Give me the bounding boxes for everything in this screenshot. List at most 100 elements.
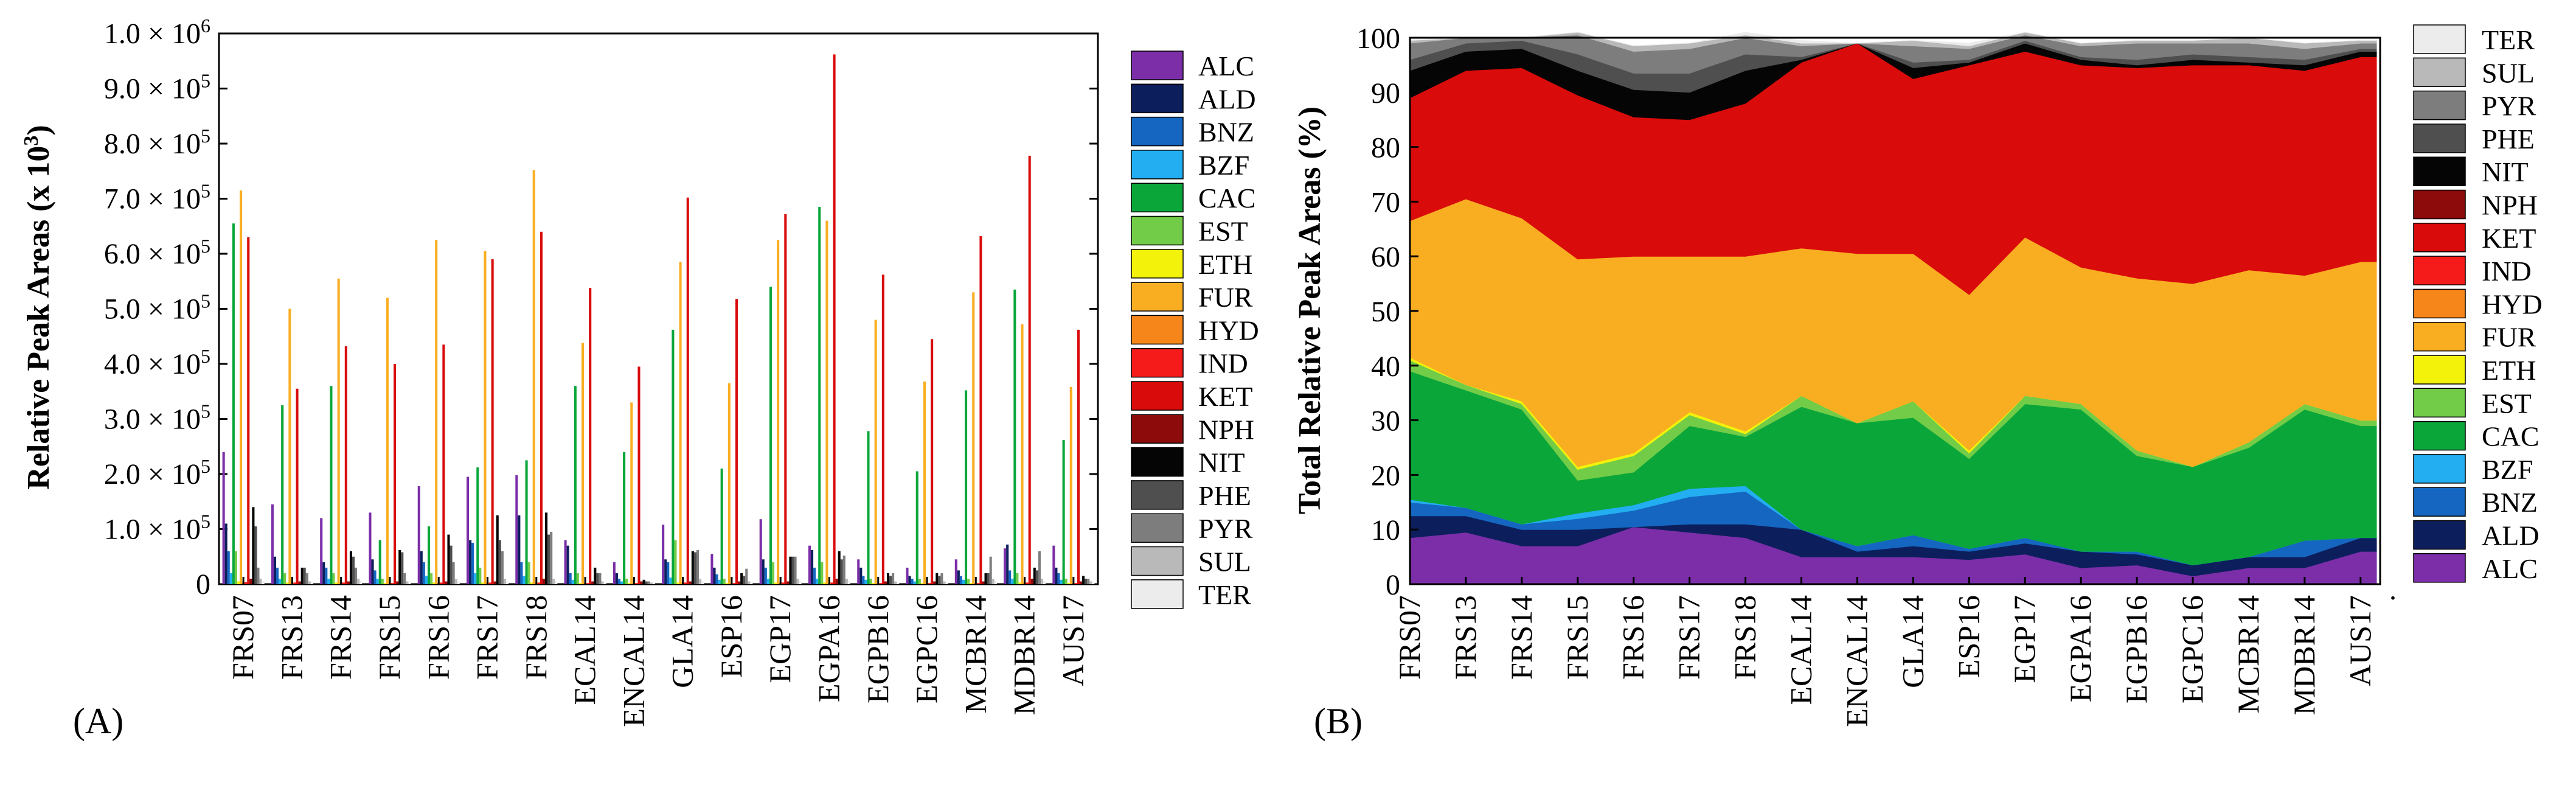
- bar-nph-mdbr14: [1030, 578, 1033, 584]
- bar-alc-mcbr14: [954, 559, 957, 584]
- bar-eth-frs14: [335, 582, 338, 584]
- bar-est-mcbr14: [967, 578, 970, 584]
- bar-fur-ecal14: [581, 343, 585, 584]
- bar-est-aus17: [1064, 578, 1068, 584]
- bar-fur-aus17: [1069, 387, 1072, 584]
- legend-b-swatch-nph: [2413, 189, 2466, 220]
- bar-phe-egpb16: [889, 576, 892, 584]
- bar-nph-frs07: [249, 578, 252, 584]
- bar-bzf-frs16: [425, 576, 428, 584]
- panel-a-y-tick-exponent: 5: [201, 400, 210, 422]
- bar-ald-egp17: [762, 559, 765, 584]
- legend-label-sul: SUL: [1198, 546, 1251, 577]
- bar-cac-frs13: [281, 405, 284, 584]
- bar-nph-frs16: [445, 581, 448, 584]
- bar-ald-frs15: [371, 559, 374, 584]
- bar-pyr-egp17: [794, 556, 797, 584]
- bar-nph-encal14: [640, 581, 643, 584]
- bar-alc-frs07: [222, 452, 225, 584]
- bar-eth-frs15: [383, 583, 386, 584]
- bar-ald-aus17: [1055, 567, 1058, 584]
- panel-b-x-label: ENCAL14: [1839, 595, 1873, 727]
- bar-fur-esp16: [727, 383, 731, 584]
- bar-ald-egpa16: [811, 550, 814, 584]
- bar-est-frs18: [527, 562, 530, 584]
- bar-eth-frs13: [286, 582, 289, 584]
- panel-b-x-label: FRS14: [1504, 595, 1538, 680]
- legend-b-swatch-hyd: [2413, 288, 2466, 319]
- bar-est-frs15: [381, 578, 384, 584]
- bar-ter-ecal14: [603, 582, 606, 584]
- bar-ter-aus17: [1092, 582, 1095, 584]
- bar-phe-mdbr14: [1035, 570, 1038, 584]
- bar-ald-frs07: [224, 523, 227, 584]
- bar-ald-gla14: [664, 559, 667, 584]
- bar-bnz-egpc16: [911, 578, 914, 584]
- panel-b-y-axis-title: Total Relative Peak Areas (%): [1293, 106, 1327, 514]
- bar-alc-frs17: [467, 476, 470, 584]
- bar-cac-frs16: [427, 526, 431, 584]
- legend-swatch-alc: [1131, 51, 1184, 80]
- dot-mark: .: [2389, 574, 2397, 606]
- bar-ind-gla14: [684, 582, 687, 584]
- panel-a-y-tick-exponent: 5: [201, 125, 210, 147]
- bar-ter-esp16: [750, 582, 753, 584]
- bar-ald-frs17: [469, 540, 472, 584]
- panel-b-y-tick-label: 100: [1356, 23, 1400, 55]
- bar-est-egpa16: [821, 562, 824, 584]
- bar-cac-mcbr14: [965, 390, 968, 584]
- panel-a-y-tick-mantissa: 1.0 × 10: [104, 18, 201, 50]
- bar-ald-esp16: [713, 567, 716, 584]
- bar-ter-egpb16: [897, 582, 900, 584]
- legend-label-bnz: BNZ: [1198, 117, 1254, 148]
- bar-nit-egpa16: [838, 551, 841, 584]
- panel-a-y-tick-exponent: 5: [201, 345, 210, 367]
- bar-nph-aus17: [1080, 581, 1083, 584]
- bar-ter-egpa16: [847, 581, 850, 584]
- legend-b-swatch-cac: [2413, 420, 2466, 451]
- bar-pyr-frs17: [501, 551, 504, 584]
- bar-ter-frs16: [457, 581, 460, 584]
- legend-swatch-est: [1131, 215, 1184, 246]
- legend-b-label-ket: KET: [2482, 223, 2536, 254]
- bar-cac-ecal14: [574, 386, 577, 584]
- bar-ket-egp17: [784, 214, 787, 585]
- bar-ter-gla14: [701, 581, 704, 584]
- bar-est-esp16: [723, 578, 726, 584]
- panel-b-y-tick-label: 80: [1371, 132, 1400, 164]
- bar-eth-aus17: [1067, 583, 1070, 584]
- panel-b-x-label: GLA14: [1895, 595, 1929, 688]
- bar-ket-frs14: [344, 346, 347, 584]
- bar-alc-egp17: [759, 519, 762, 584]
- bar-bnz-frs13: [276, 567, 279, 584]
- panel-b-x-axis-labels: FRS07 FRS13 FRS14 FRS15 FRS16 FRS17 FRS18 ECAL1…: [1392, 577, 2377, 727]
- bar-bnz-egpa16: [813, 567, 816, 584]
- bar-pyr-egpb16: [892, 573, 895, 584]
- bar-sul-frs16: [454, 578, 457, 584]
- panel-a-x-label: ECAL14: [568, 595, 602, 705]
- bar-ter-frs14: [359, 581, 363, 584]
- bar-cac-frs18: [525, 460, 528, 584]
- bar-ket-ecal14: [589, 288, 592, 584]
- bar-ald-frs14: [322, 562, 325, 584]
- panel-a-y-tick-exponent: 5: [201, 70, 210, 92]
- panel-b-label: (B): [1314, 701, 1363, 741]
- legend-b-swatch-phe: [2413, 124, 2466, 153]
- panel-a-x-label: FRS07: [226, 595, 260, 680]
- bar-bnz-gla14: [667, 562, 670, 584]
- bar-alc-esp16: [710, 554, 713, 584]
- bar-ald-egpc16: [908, 576, 911, 584]
- panel-a-y-tick-exponent: 5: [201, 180, 210, 202]
- bar-nph-frs17: [493, 581, 496, 584]
- bar-nit-frs16: [447, 534, 450, 584]
- bar-pyr-egpa16: [842, 555, 845, 584]
- bar-est-frs07: [234, 551, 237, 584]
- bar-ket-egpb16: [881, 274, 884, 584]
- bar-bnz-mdbr14: [1009, 570, 1012, 584]
- bar-cac-aus17: [1062, 439, 1065, 584]
- legend-swatch-cac: [1131, 183, 1184, 212]
- bar-ind-frs15: [391, 583, 394, 584]
- bar-bzf-esp16: [718, 579, 721, 584]
- panel-a-y-axis-title-main: Relative Peak Areas (x 10: [21, 146, 56, 490]
